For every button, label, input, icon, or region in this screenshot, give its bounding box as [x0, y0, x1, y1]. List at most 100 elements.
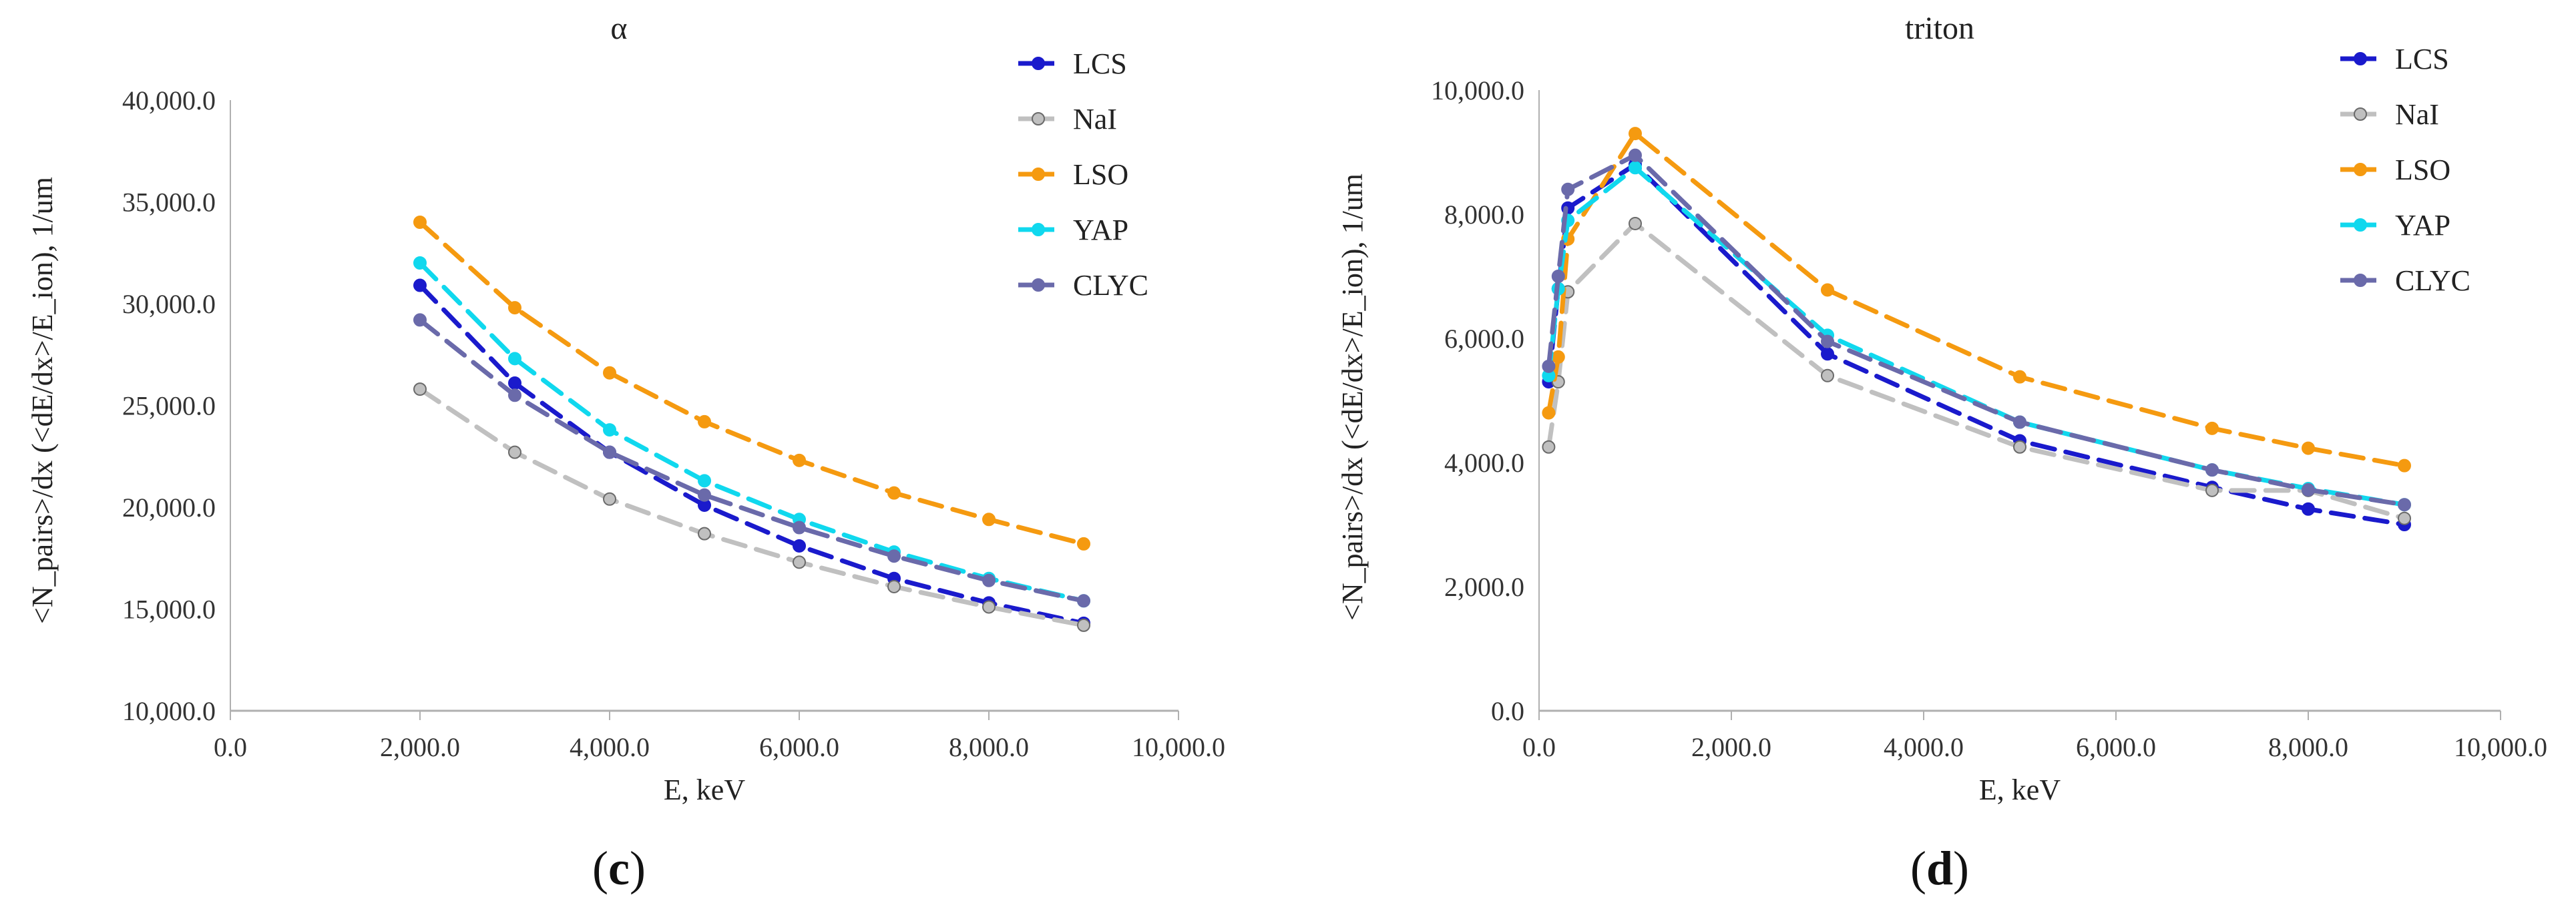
data-point: [603, 423, 616, 437]
series-lcs: [1542, 158, 2411, 531]
data-point: [1821, 347, 1834, 361]
data-point: [887, 579, 901, 593]
y-tick-label: 15,000.0: [122, 595, 216, 625]
data-point: [508, 388, 521, 402]
data-point: [1542, 359, 1556, 373]
legend-label: LSO: [2395, 154, 2450, 186]
y-tick-label: 20,000.0: [122, 493, 216, 523]
data-point: [1077, 594, 1090, 608]
x-tick-label: 4,000.0: [1884, 732, 1964, 762]
x-tick-label: 4,000.0: [570, 732, 650, 762]
x-tick-label: 0.0: [1522, 732, 1556, 762]
legend-label: YAP: [2395, 209, 2450, 242]
data-point: [1561, 182, 1575, 196]
y-tick-label: 30,000.0: [122, 289, 216, 319]
data-point: [887, 549, 901, 563]
y-tick-label: 35,000.0: [122, 188, 216, 218]
data-point: [2302, 483, 2315, 497]
legend-item: NaI: [1018, 103, 1117, 135]
series-nai: [1542, 216, 2411, 525]
x-tick-label: 6,000.0: [2076, 732, 2156, 762]
data-point: [508, 376, 521, 390]
legend-item: CLYC: [2340, 264, 2471, 297]
chart-triton: triton 0.0 2,000.0 4,000.0 6,000.0 8,000.0 10…: [1336, 11, 2547, 895]
series-line: [417, 260, 1086, 603]
series-line: [417, 386, 1086, 628]
series-lso: [1542, 127, 2411, 473]
panel-label: (c): [592, 842, 646, 895]
legend-item: LSO: [1018, 158, 1128, 191]
legend-label: LCS: [1073, 47, 1127, 80]
series-lso: [413, 216, 1090, 551]
data-point: [2398, 498, 2411, 512]
legend-label: LSO: [1073, 158, 1128, 191]
data-point: [1551, 350, 1565, 364]
data-point: [413, 256, 427, 270]
legend-swatch-marker: [1032, 57, 1045, 70]
data-point: [2398, 458, 2411, 473]
y-axis-label: <N_pairs>/dx (<dE/dx>/E_ion), 1/um: [1336, 174, 1369, 621]
y-tick-label: 10,000.0: [1431, 75, 1524, 105]
y-tick-label: 2,000.0: [1444, 572, 1524, 602]
legend-item: CLYC: [1018, 269, 1148, 302]
legend-swatch-marker: [1032, 223, 1045, 236]
legend-label: LCS: [2395, 43, 2449, 75]
data-point: [2013, 440, 2026, 454]
y-tick-label: 10,000.0: [122, 696, 216, 726]
x-tick-label: 6,000.0: [759, 732, 839, 762]
legend-label: NaI: [1073, 103, 1117, 135]
legend-swatch-marker: [2354, 218, 2367, 232]
data-point: [413, 313, 427, 327]
data-point: [1629, 216, 1642, 230]
legend-swatch-marker: [1032, 278, 1045, 292]
data-point: [1629, 148, 1642, 162]
data-point: [603, 366, 616, 380]
data-point: [1821, 283, 1834, 297]
chart-title: triton: [1905, 11, 1974, 46]
data-point: [508, 445, 521, 459]
legend-swatch-marker: [2354, 52, 2367, 65]
data-point: [1542, 440, 1556, 454]
legend-item: LCS: [1018, 47, 1127, 80]
series-line: [1546, 162, 2407, 527]
series-yap: [1542, 161, 2411, 512]
series-line: [1546, 221, 2407, 521]
y-tick-label: 8,000.0: [1444, 200, 1524, 230]
legend: LCS NaI LSO YAP CLYC: [1018, 47, 1148, 302]
legend-item: LSO: [2340, 154, 2450, 186]
data-point: [413, 278, 427, 292]
data-point: [793, 555, 806, 569]
legend: LCS NaI LSO YAP CLYC: [2340, 43, 2471, 297]
chart-title: α: [610, 11, 627, 46]
data-point: [2302, 441, 2315, 455]
y-tick-label: 25,000.0: [122, 391, 216, 421]
panel-letter: d: [1926, 842, 1953, 895]
data-point: [2205, 463, 2219, 477]
series-line: [1546, 131, 2407, 469]
series-nai: [413, 382, 1090, 632]
series-line: [417, 283, 1086, 626]
legend-item: YAP: [2340, 209, 2450, 242]
data-point: [1077, 537, 1090, 551]
series-clyc: [413, 313, 1090, 608]
series-clyc: [1542, 148, 2411, 512]
legend-swatch-marker: [2354, 107, 2367, 121]
data-point: [982, 573, 996, 587]
legend-swatch-marker: [1032, 112, 1045, 125]
legend-item: LCS: [2340, 43, 2449, 75]
legend-swatch-marker: [1032, 168, 1045, 181]
data-point: [2205, 421, 2219, 435]
x-axis-label: E, keV: [664, 774, 745, 806]
x-tick-label: 8,000.0: [949, 732, 1029, 762]
data-point: [2302, 502, 2315, 516]
data-point: [698, 474, 711, 488]
series-line: [1546, 165, 2407, 507]
data-point: [2013, 415, 2026, 429]
data-point: [698, 488, 711, 502]
data-point: [887, 486, 901, 500]
data-point: [2205, 483, 2219, 497]
data-point: [793, 453, 806, 467]
data-point: [508, 352, 521, 366]
data-point: [508, 301, 521, 315]
data-point: [793, 539, 806, 553]
